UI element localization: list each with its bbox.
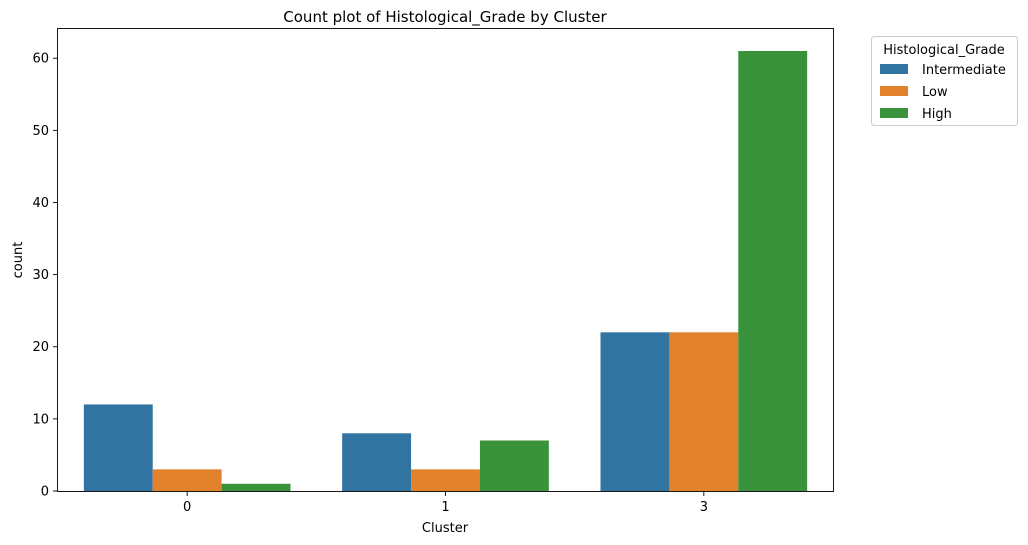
x-tick-label: 3 [700, 500, 708, 515]
bar-intermediate-cluster-0 [83, 404, 153, 491]
bar-high-cluster-0 [221, 483, 291, 491]
bar-intermediate-cluster-3 [600, 332, 670, 491]
y-tick-label: 20 [32, 340, 49, 355]
legend-frame [871, 36, 1018, 126]
y-tick-label: 30 [32, 268, 49, 283]
legend-swatch-high [880, 108, 908, 118]
x-axis-label: Cluster [422, 521, 469, 536]
x-tick-label: 0 [183, 500, 191, 515]
y-tick-label: 60 [32, 52, 49, 67]
legend: Histological_Grade Intermediate Low High [871, 36, 1018, 126]
y-tick-label: 10 [32, 412, 49, 427]
bar-low-cluster-0 [152, 469, 222, 491]
legend-label-intermediate: Intermediate [922, 63, 1006, 78]
y-tick-label: 50 [32, 124, 49, 139]
plot-frame [57, 28, 834, 492]
legend-title: Histological_Grade [883, 43, 1005, 58]
bar-intermediate-cluster-1 [342, 433, 412, 491]
y-tick-label: 0 [41, 485, 49, 500]
bars-group [83, 51, 808, 491]
bar-high-cluster-3 [738, 51, 808, 491]
bar-high-cluster-1 [479, 440, 549, 491]
legend-swatch-intermediate [880, 64, 908, 74]
legend-label-high: High [922, 107, 952, 122]
y-axis-label: count [11, 242, 26, 279]
y-tick-label: 40 [32, 196, 49, 211]
legend-items: Intermediate Low High [880, 63, 1006, 122]
x-tick-label: 1 [441, 500, 449, 515]
x-axis-ticks: 0 1 3 [183, 491, 708, 515]
legend-swatch-low [880, 86, 908, 96]
bar-low-cluster-3 [669, 332, 739, 491]
bar-low-cluster-1 [411, 469, 480, 491]
y-axis-ticks: 0 10 20 30 40 50 60 [32, 52, 58, 500]
legend-label-low: Low [922, 85, 948, 100]
chart-title: Count plot of Histological_Grade by Clus… [283, 8, 607, 27]
